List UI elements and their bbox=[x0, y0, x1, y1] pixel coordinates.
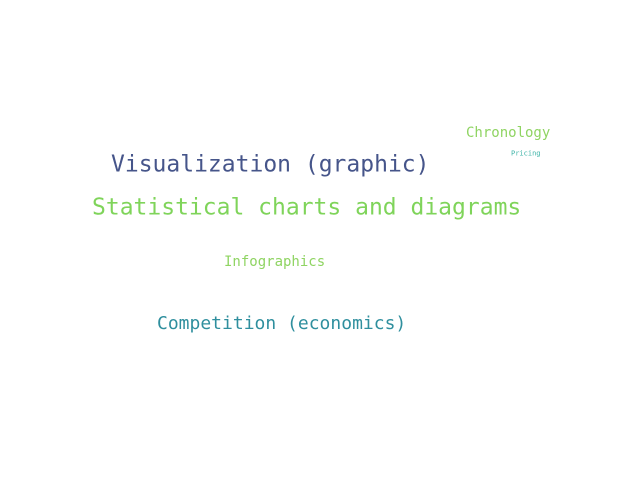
word-pricing: Pricing bbox=[511, 149, 541, 158]
word-chronology: Chronology bbox=[466, 125, 551, 141]
word-visualization-graphic: Visualization (graphic) bbox=[111, 151, 430, 178]
word-competition-economics: Competition (economics) bbox=[157, 313, 407, 334]
word-statistical-charts-and-diagrams: Statistical charts and diagrams bbox=[92, 194, 522, 221]
word-infographics: Infographics bbox=[224, 254, 326, 270]
